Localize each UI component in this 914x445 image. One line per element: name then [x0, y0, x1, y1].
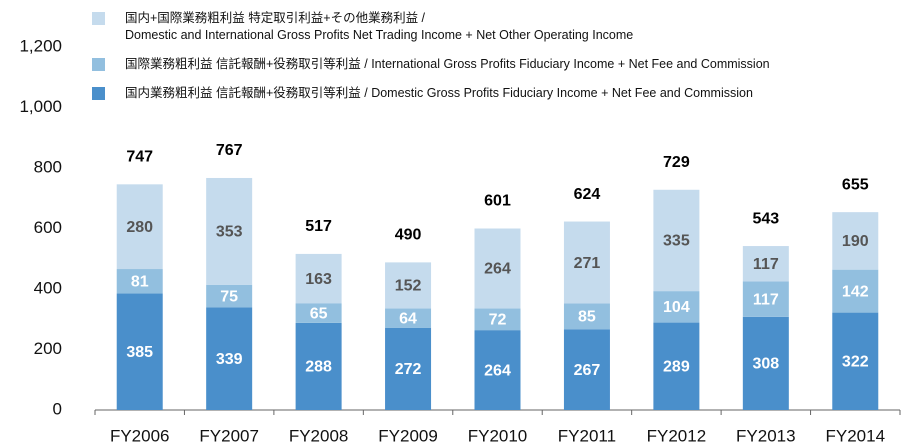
y-tick-label: 1,200	[19, 36, 62, 55]
bar-segment	[742, 316, 789, 410]
bar-segment	[832, 312, 879, 410]
legend-label: 国内業務粗利益 信託報酬+役務取引等利益 / Domestic Gross Pr…	[125, 86, 753, 100]
segment-label: 289	[663, 359, 690, 376]
bar-segment	[116, 293, 163, 410]
legend-entry: 国内+国際業務粗利益 特定取引利益+その他業務利益 / Domestic and…	[92, 10, 770, 44]
bar-segment	[116, 269, 163, 294]
legend-entry: 国際業務粗利益 信託報酬+役務取引等利益 / International Gro…	[92, 56, 770, 73]
bar-segment	[653, 322, 700, 410]
y-tick-label: 200	[34, 339, 62, 358]
bar-segment	[474, 330, 521, 410]
legend-label: 国内+国際業務粗利益 特定取引利益+その他業務利益 / Domestic and…	[125, 11, 634, 42]
x-tick-label: FY2009	[378, 426, 438, 445]
x-tick-label: FY2006	[110, 426, 170, 445]
bar-segment	[563, 221, 610, 304]
legend-swatch	[92, 58, 105, 71]
segment-label: 385	[126, 344, 153, 361]
bar-segment	[295, 253, 342, 304]
segment-label: 267	[574, 362, 601, 379]
segment-label: 81	[131, 274, 149, 291]
legend-swatch	[92, 12, 105, 25]
total-label: 747	[126, 149, 153, 166]
segment-label: 65	[310, 305, 328, 322]
segment-label: 64	[399, 310, 417, 327]
total-label: 624	[574, 186, 601, 203]
x-tick-label: FY2012	[647, 426, 707, 445]
bar-segment	[206, 307, 253, 410]
total-label: 729	[663, 154, 690, 171]
total-label: 517	[305, 218, 332, 235]
y-tick-label: 0	[53, 399, 62, 418]
segment-label: 75	[220, 288, 238, 305]
segment-label: 85	[578, 309, 596, 326]
x-tick-label: FY2014	[826, 426, 886, 445]
segment-label: 335	[663, 233, 690, 250]
x-tick-label: FY2011	[558, 426, 616, 445]
x-tick-label: FY2010	[468, 426, 528, 445]
segment-label: 353	[216, 224, 243, 241]
segment-label: 117	[753, 256, 779, 273]
bar-segment	[563, 329, 610, 410]
segment-label: 322	[842, 354, 869, 371]
segment-label: 280	[126, 219, 153, 236]
legend-label: 国際業務粗利益 信託報酬+役務取引等利益 / International Gro…	[125, 57, 770, 71]
total-label: 543	[752, 210, 779, 227]
y-tick-label: 600	[34, 218, 62, 237]
bar-segment	[832, 269, 879, 313]
x-tick-label: FY2007	[199, 426, 259, 445]
segment-label: 272	[395, 361, 422, 378]
bar-segment	[832, 212, 879, 270]
segment-label: 271	[574, 255, 601, 272]
segment-label: 72	[489, 311, 507, 328]
bar-segment	[742, 281, 789, 317]
bar-segment	[206, 177, 253, 285]
segment-label: 104	[663, 299, 690, 316]
y-tick-label: 400	[34, 278, 62, 297]
x-tick-label: FY2013	[736, 426, 796, 445]
segment-label: 308	[752, 356, 779, 373]
segment-label: 288	[305, 359, 332, 376]
total-label: 490	[395, 227, 422, 244]
bar-segment	[653, 291, 700, 323]
bar-segment	[385, 262, 432, 309]
segment-label: 152	[395, 278, 422, 295]
bar-segment	[295, 322, 342, 410]
legend: 国内+国際業務粗利益 特定取引利益+その他業務利益 / Domestic and…	[92, 10, 770, 114]
segment-label: 163	[305, 271, 332, 288]
bar-segment	[474, 228, 521, 309]
segment-label: 117	[753, 291, 779, 308]
segment-label: 339	[216, 351, 243, 368]
total-label: 767	[216, 142, 243, 159]
segment-label: 264	[484, 261, 511, 278]
bar-segment	[206, 284, 253, 308]
y-tick-label: 1,000	[19, 97, 62, 116]
segment-label: 142	[842, 283, 869, 300]
total-label: 655	[842, 176, 869, 193]
y-tick-label: 800	[34, 157, 62, 176]
bar-segment	[116, 184, 163, 270]
bar-segment	[385, 327, 432, 410]
total-label: 601	[484, 193, 511, 210]
bar-segment	[653, 189, 700, 292]
bar-segment	[474, 308, 521, 331]
segment-label: 264	[484, 362, 511, 379]
bar-segment	[385, 308, 432, 328]
legend-entry: 国内業務粗利益 信託報酬+役務取引等利益 / Domestic Gross Pr…	[92, 85, 770, 102]
segment-label: 190	[842, 233, 869, 250]
bar-segment	[563, 303, 610, 330]
legend-swatch	[92, 87, 105, 100]
x-tick-label: FY2008	[289, 426, 349, 445]
bar-segment	[295, 303, 342, 323]
bar-segment	[742, 246, 789, 282]
